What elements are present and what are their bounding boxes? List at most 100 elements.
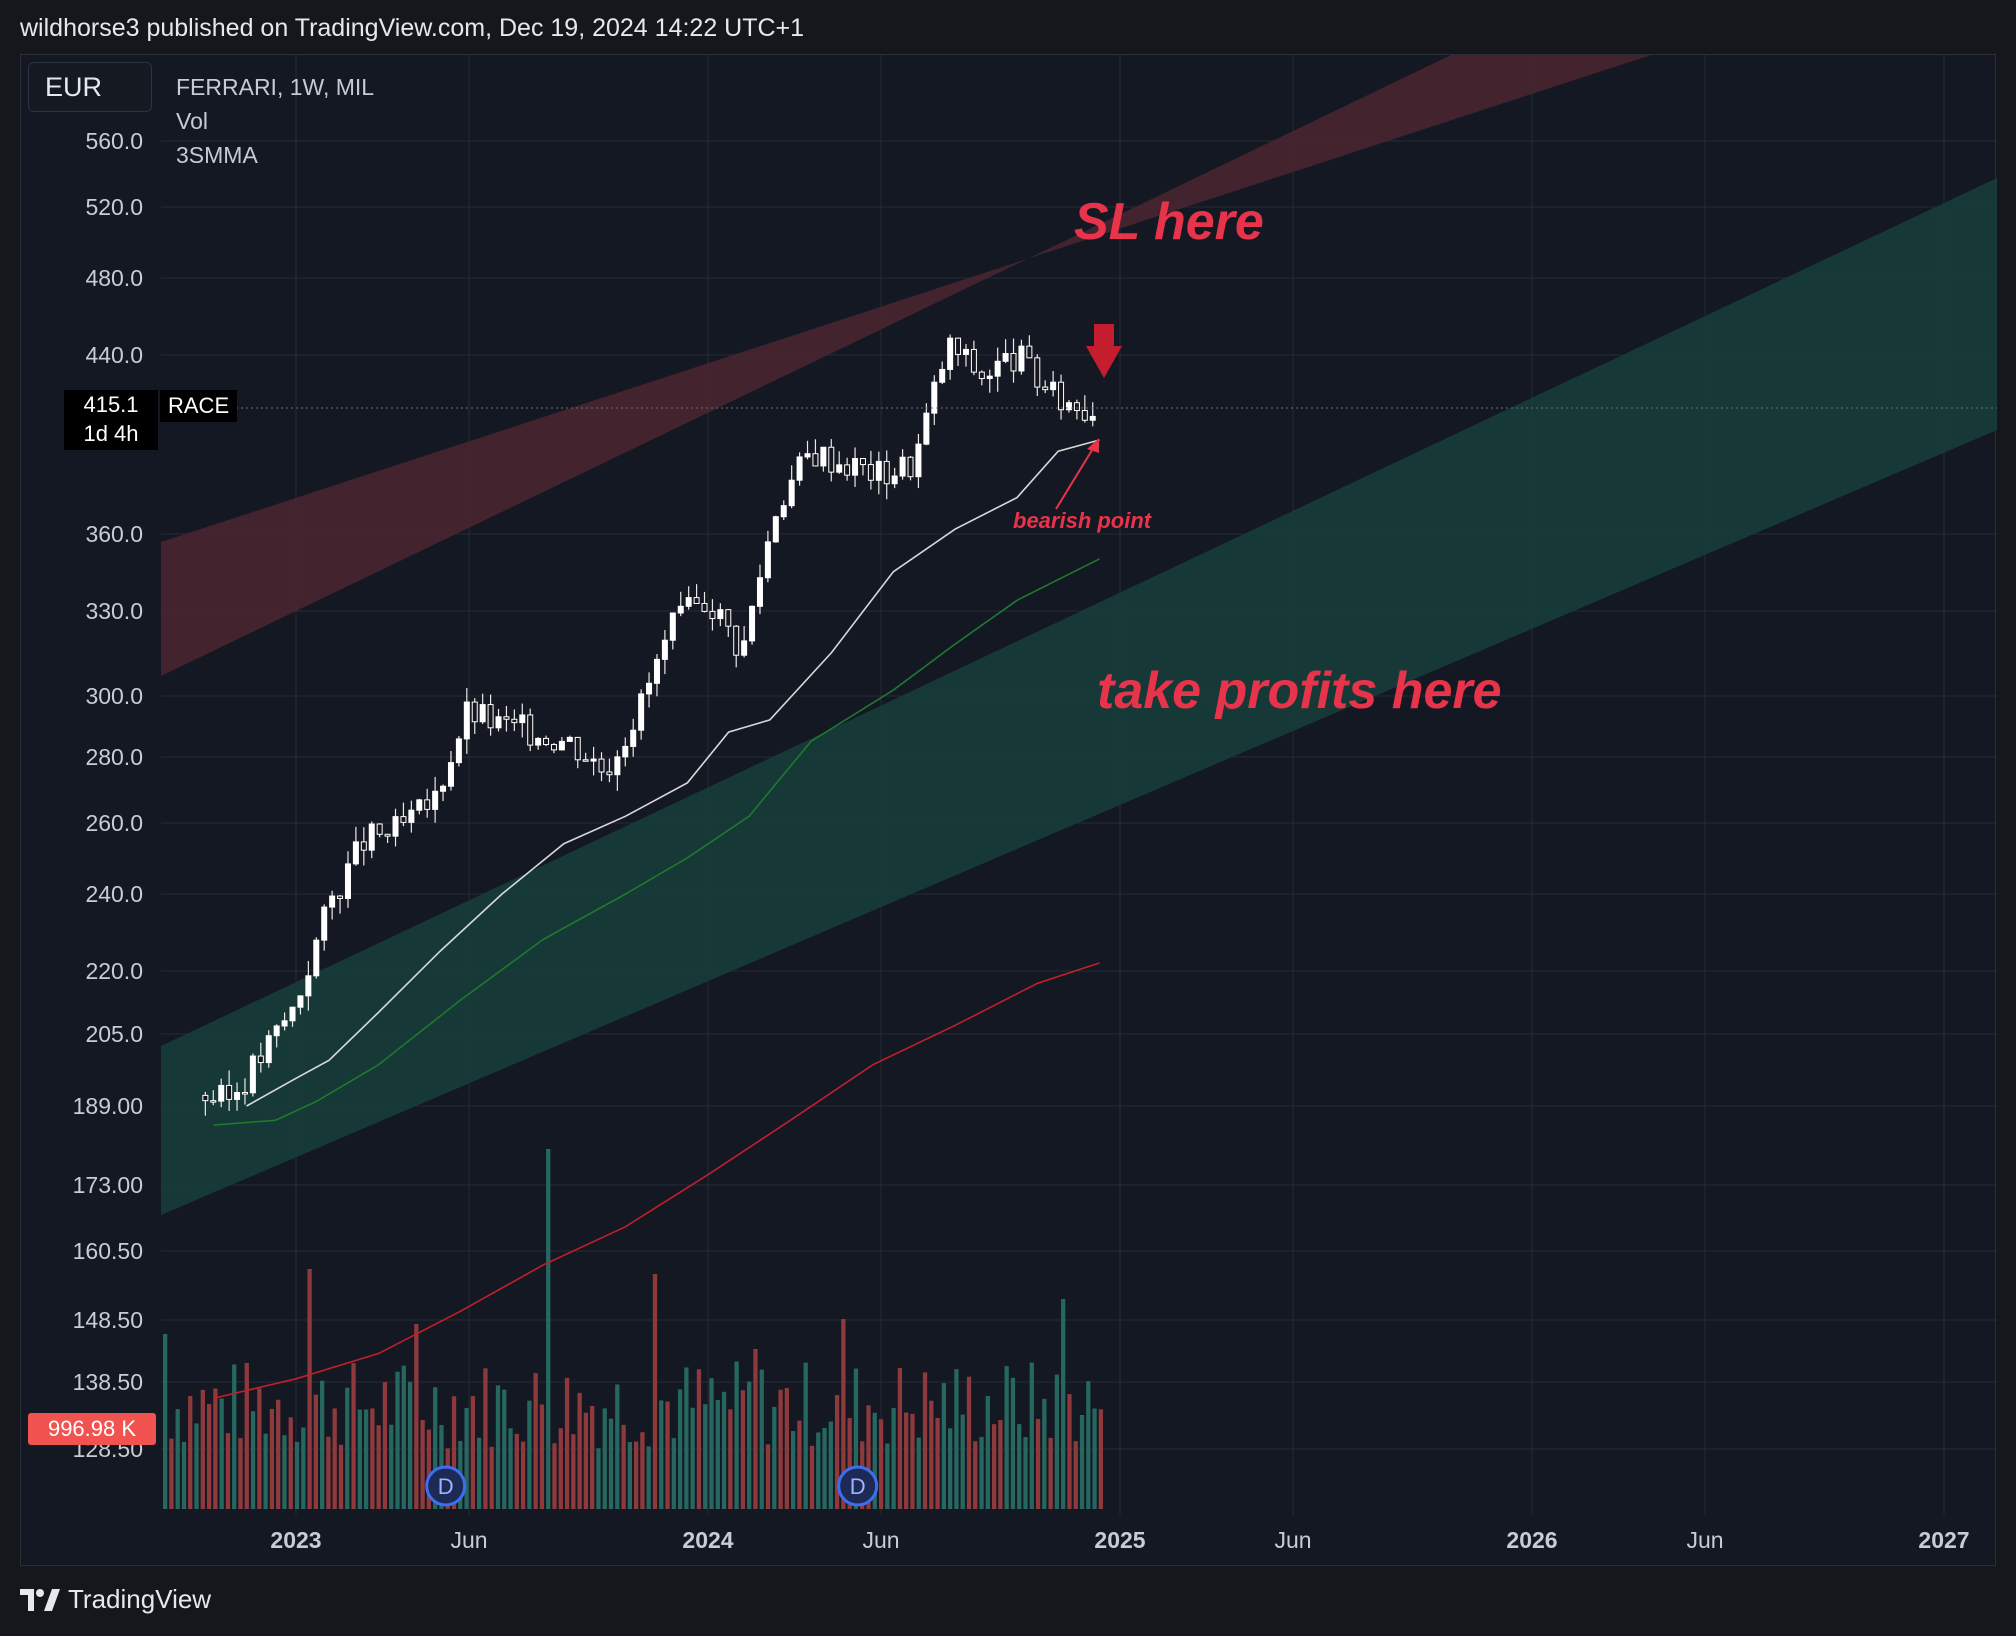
candle-up [669,612,676,641]
candle-up [741,640,748,656]
candle-up [653,658,660,684]
volume-bar [206,1404,212,1509]
y-tick-label: 138.50 [73,1369,143,1395]
volume-bar [250,1411,256,1509]
currency-button[interactable]: EUR [28,62,152,112]
candle-down [812,453,819,467]
dividend-marker-label: D [850,1474,866,1499]
volume-bar [357,1409,362,1509]
y-tick-label: 520.0 [85,194,143,220]
volume-bar [878,1419,884,1509]
candle-up [344,863,351,899]
volume-bar [470,1396,475,1509]
volume-label: 996.98 K [28,1413,156,1445]
volume-bar [451,1396,457,1509]
volume-bar [395,1371,400,1509]
x-tick-label: 2027 [1918,1527,1969,1553]
volume-bar [904,1412,909,1509]
candle-down [598,758,605,773]
volume-bar [489,1446,494,1509]
candle-up [915,443,922,478]
volume-bar [809,1445,815,1509]
legend-indicator[interactable]: 3SMMA [176,142,258,168]
candle-up [923,412,930,445]
bar-countdown: 1d 4h [83,421,139,446]
volume-bar [546,1149,551,1509]
volume-bar [389,1424,394,1509]
candle-up [646,682,653,695]
candle-up [566,736,573,742]
candle-up [638,693,645,731]
volume-bar [313,1394,318,1509]
volume-bar [219,1398,224,1509]
candle-up [519,714,526,724]
volume-bar [502,1389,507,1509]
volume-bar [326,1436,331,1509]
volume-bar [1092,1408,1097,1509]
candle-up [780,505,787,518]
candle-down [487,704,494,729]
volume-bar [665,1401,670,1509]
volume-bar [916,1437,921,1509]
candle-down [550,744,557,751]
volume-bar [583,1412,589,1509]
annotation-arrow-head [1087,438,1099,453]
price-chart[interactable]: SL here take profits here bearish point D D 5… [21,55,1997,1567]
candle-up [788,479,795,507]
candle-down [701,603,708,612]
volume-bar [684,1367,689,1509]
footer-brand[interactable]: TradingView [20,1584,211,1615]
chart-panel[interactable]: SL here take profits here bearish point D D 5… [20,54,1997,1567]
volume-bar [747,1381,752,1509]
candle-up [891,475,898,485]
candle-up [852,458,859,476]
volume-bar [169,1438,174,1509]
candle-up [249,1055,256,1094]
dividend-marker-icon [425,1465,467,1507]
candle-up [408,809,415,823]
volume-bar [590,1405,595,1509]
candle-up [717,609,724,620]
volume-bar [677,1389,683,1509]
candle-down [867,464,874,481]
legend-volume[interactable]: Vol [176,108,208,134]
candle-down [543,737,550,746]
volume-bar [696,1369,702,1509]
volume-bar [269,1408,275,1509]
volume-bar [244,1362,249,1509]
candle-up [321,906,328,941]
volume-bar [533,1373,538,1509]
volume-bar [1054,1374,1060,1509]
candle-up [986,375,993,380]
volume-bar [797,1420,802,1509]
volume-bar [872,1412,877,1509]
volume-bar [238,1438,243,1509]
volume-bar [602,1408,607,1509]
candle-up [1065,402,1072,411]
volume-bar [288,1417,293,1509]
candle-up [495,716,502,729]
support-channel [161,178,1997,1215]
volume-bar [608,1418,614,1509]
candle-up [558,740,565,751]
volume-bar [1079,1415,1085,1509]
y-tick-label: 240.0 [85,881,143,907]
volume-bar [508,1428,513,1509]
x-tick-label: Jun [862,1527,899,1553]
candle-down [1042,386,1049,391]
candle-up [772,516,779,543]
legend-symbol[interactable]: FERRARI, 1W, MIL [176,74,375,100]
volume-bar [1067,1394,1072,1509]
candle-up [622,745,629,758]
volume-bar [175,1409,180,1509]
candle-up [392,816,399,837]
x-tick-label: 2023 [270,1527,321,1553]
volume-bar [338,1444,344,1509]
volume-bar [740,1390,746,1509]
volume-bar [301,1427,306,1509]
candle-up [820,446,827,467]
volume-bar [351,1363,356,1509]
candle-down [955,337,962,355]
candle-down [709,610,716,620]
volume-bar [822,1428,827,1509]
